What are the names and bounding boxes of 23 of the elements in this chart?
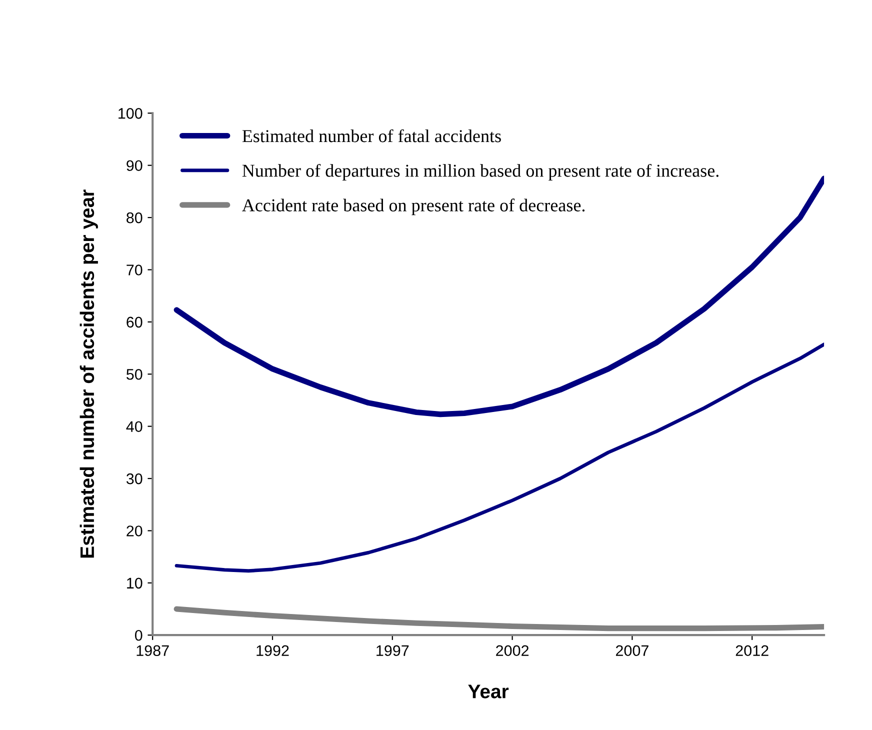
y-tick-label: 100 [118,108,142,119]
y-tick-label: 20 [126,526,142,536]
x-tick-label: 1987 [136,645,169,656]
x-tick-label: 1992 [256,645,289,656]
y-tick-label: 10 [127,578,142,589]
x-tick-label: 2012 [736,645,768,656]
legend-label: Accident rate based on present rate of decrease. [242,198,585,216]
x-axis-title: Year [468,684,509,698]
y-tick-label: 60 [126,316,142,328]
x-tick-label: 2007 [616,645,648,656]
line-series [174,342,824,573]
y-tick-label: 30 [126,473,142,484]
x-tick-label: 1997 [376,645,409,656]
legend-label: Estimated number of fatal accidents [242,129,501,142]
y-tick-label: 90 [126,160,142,172]
y-tick-label: 50 [126,368,142,380]
y-tick-label: 40 [126,421,142,432]
legend-label: Number of departures in million based on present rate of increase. [242,164,718,180]
x-tick-label: 2002 [496,645,529,656]
y-tick-label: 80 [126,212,142,224]
y-axis-title: Estimated number of accidents per year [80,190,98,558]
y-tick-label: 0 [134,630,142,641]
y-tick-label: 70 [126,264,142,276]
